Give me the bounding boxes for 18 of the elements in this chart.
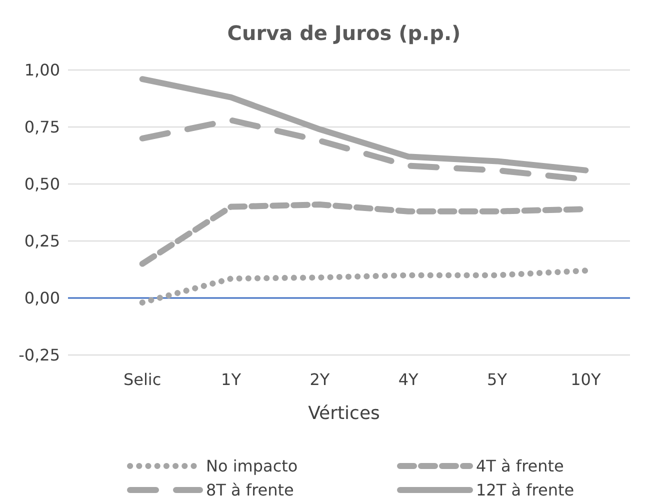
legend-label: No impacto — [206, 456, 298, 476]
y-tick-label: -0,25 — [18, 346, 60, 365]
x-tick-label: 10Y — [570, 370, 601, 389]
x-tick-label: 4Y — [398, 370, 419, 389]
x-tick-label: 1Y — [221, 370, 242, 389]
y-tick-label: 1,00 — [24, 60, 60, 80]
legend-label: 12T à frente — [476, 480, 574, 500]
y-tick-label: 0,00 — [24, 288, 60, 308]
y-tick-label: 0,75 — [24, 118, 60, 137]
chart-title: Curva de Juros (p.p.) — [227, 21, 461, 45]
x-tick-label: 2Y — [310, 370, 330, 389]
y-tick-label: 0,25 — [24, 232, 60, 251]
y-tick-label: 0,50 — [24, 174, 60, 194]
x-tick-label: Selic — [123, 370, 162, 389]
legend-label: 4T à frente — [476, 456, 564, 476]
x-tick-label: 5Y — [487, 370, 508, 389]
x-axis-title: Vértices — [308, 403, 380, 424]
legend-label: 8T à frente — [206, 480, 294, 500]
